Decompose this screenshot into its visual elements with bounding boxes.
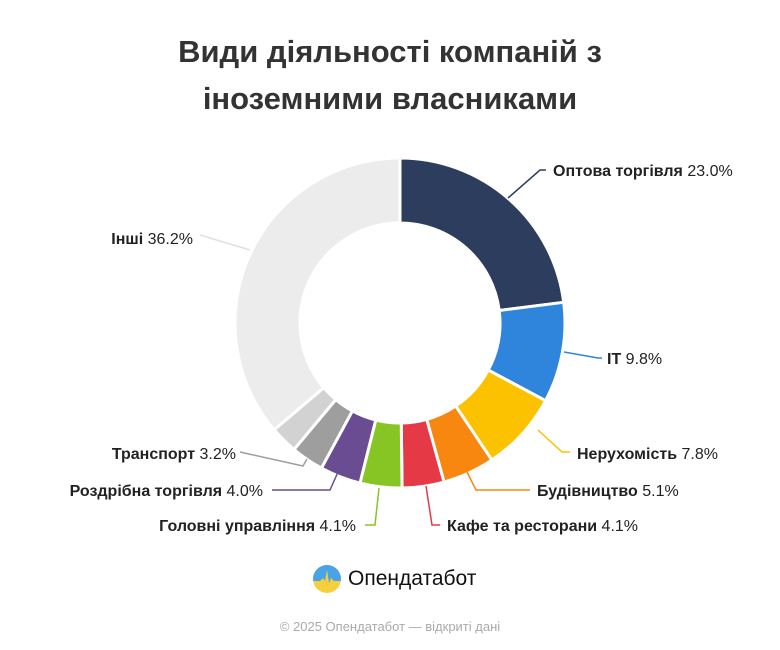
slice-value: 4.0% [222,483,263,500]
slice-name: IT [607,351,622,368]
slice-label: Будівництво 5.1% [537,482,679,502]
slice-name: Оптова торгівля [553,163,683,180]
slice-name: Інші [111,231,144,248]
brand-logo: Опендатабот [312,564,476,594]
leader-line [537,429,570,453]
leader-line [272,471,339,491]
slice-label: Кафе та ресторани 4.1% [447,517,638,537]
brand-name: Опендатабот [348,567,477,590]
copyright: © 2025 Опендатабот — відкриті дані [279,619,501,634]
slice-name: Кафе та ресторани [447,518,598,535]
leader-line [465,469,530,491]
slice-name: Нерухомість [577,446,678,463]
slice-label: IT 9.8% [607,350,662,370]
slice-value: 3.2% [195,446,236,463]
slice-value: 4.1% [597,518,639,535]
slice-label: Головні управління 4.1% [159,517,356,537]
slice-label: Оптова торгівля 23.0% [553,162,733,182]
slice-label: Транспорт 3.2% [112,445,236,465]
slice-label: Інші 36.2% [111,230,193,250]
chart-title: Види діяльності компаній з іноземними вл… [0,28,780,122]
slice-value: 9.8% [621,351,663,368]
leader-line [507,169,546,199]
leader-line [425,485,440,526]
slice-value: 7.8% [677,446,718,463]
slice-value: 23.0% [682,163,733,180]
slice-value: 5.1% [637,483,679,500]
slice-name: Будівництво [537,483,638,500]
leader-line [365,487,380,526]
leader-line [563,351,602,359]
slice-Оптова торгівля [398,156,566,312]
slice-Інші [233,156,402,432]
opendatabot-logo-icon [313,565,341,593]
slice-value: 4.1% [315,518,356,535]
slice-name: Роздрібна торгівля [69,483,223,500]
slice-name: Головні управління [159,518,316,535]
title-line-1: Види діяльності компаній з [178,34,602,69]
leader-line [239,451,308,467]
title-line-2: іноземними власниками [202,81,578,116]
slice-label: Нерухомість 7.8% [577,445,718,465]
leader-line [199,234,251,251]
slice-name: Транспорт [111,446,196,463]
slice-value: 36.2% [143,231,193,248]
slice-label: Роздрібна торгівля 4.0% [70,482,263,502]
